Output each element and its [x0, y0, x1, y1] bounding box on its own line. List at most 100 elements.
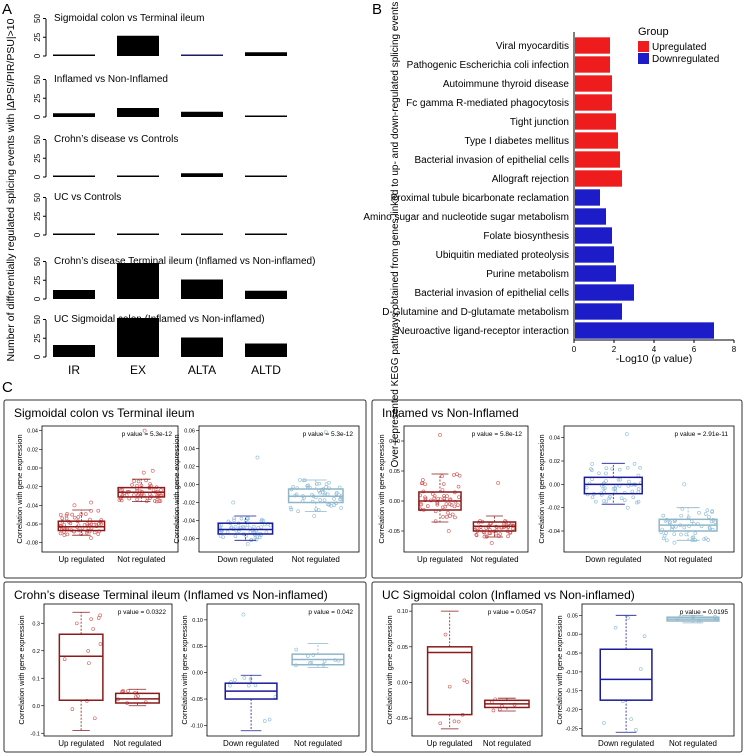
data-point — [441, 515, 445, 519]
data-point — [634, 500, 639, 505]
x-tick-label: 0 — [572, 345, 577, 354]
pathway-label: Viral myocarditis — [496, 41, 569, 52]
data-point — [452, 719, 457, 724]
data-point — [607, 496, 611, 501]
data-point — [662, 533, 667, 538]
data-point — [440, 474, 444, 479]
data-point — [96, 508, 101, 513]
y-tick-label: 0 — [33, 232, 42, 237]
panel-c-boxplots: Sigmoidal colon vs Terminal ileum -0.08 -0… — [3, 399, 743, 753]
bar-alta — [181, 111, 223, 117]
data-point — [497, 534, 501, 538]
outlier-point — [72, 503, 77, 508]
outlier-point — [438, 433, 442, 437]
p-value-label: p value = 0.0322 — [118, 609, 167, 616]
y-tick-label: 50 — [33, 75, 42, 84]
y-tick-label: 0.00 — [549, 482, 560, 488]
group-label: Not regulated — [294, 739, 342, 748]
y-tick-label: -0.04 — [25, 503, 38, 509]
pathway-label: Amino sugar and nucleotide sugar metabol… — [363, 212, 569, 223]
y-axis-title: Correlation with gene expression — [180, 615, 189, 724]
data-point — [98, 642, 103, 646]
bar-ir — [53, 54, 95, 56]
group-label: Up regulated — [59, 555, 105, 564]
data-point — [64, 513, 69, 518]
box — [583, 476, 643, 495]
y-tick-label: 0.00 — [192, 671, 203, 677]
data-point — [339, 506, 343, 510]
data-point — [338, 497, 342, 502]
data-point — [703, 512, 708, 516]
comparison-title: Sigmoidal colon vs Terminal ileum — [14, 406, 195, 420]
data-point — [324, 482, 329, 486]
plot-area — [411, 603, 543, 737]
pathway-label: Type I diabetes mellitus — [465, 136, 570, 147]
y-tick-label: 0.00 — [27, 466, 38, 472]
data-point — [121, 688, 125, 693]
pathway-bar — [575, 265, 616, 282]
y-tick-label: 0.04 — [549, 436, 560, 442]
data-point — [446, 510, 450, 515]
pathway-bar — [575, 246, 614, 263]
data-point — [616, 477, 621, 482]
data-point — [151, 488, 156, 492]
y-axis-title: Number of differentially regulated splic… — [5, 18, 17, 361]
legend-swatch — [638, 41, 649, 52]
outlier-point — [496, 481, 501, 485]
y-tick-label: 0.00 — [567, 632, 578, 638]
pathway-label: Autoimmune thyroid disease — [443, 79, 570, 90]
data-point — [610, 466, 615, 471]
p-value-label: p value = 0.0547 — [488, 609, 537, 616]
data-point — [453, 515, 457, 520]
data-point — [443, 504, 447, 509]
data-point — [298, 478, 302, 482]
panel-label-b: B — [372, 1, 382, 18]
data-point — [233, 534, 238, 539]
data-point — [627, 479, 631, 484]
bar-ir — [53, 113, 95, 117]
data-point — [672, 532, 677, 536]
data-point — [491, 708, 496, 713]
data-point — [684, 532, 689, 537]
data-point — [421, 478, 425, 482]
pathway-label: Bacterial invasion of epithelial cells — [414, 288, 569, 299]
group-label: Not regulated — [471, 555, 519, 564]
outlier-point — [624, 432, 629, 437]
p-value-label: p value = 5.3e-12 — [122, 431, 173, 438]
data-point — [450, 512, 455, 517]
y-tick-label: -0.05 — [387, 529, 400, 535]
bar-ex — [117, 108, 159, 117]
data-point — [72, 515, 77, 520]
comparison-title: UC Sigmoidal colon (Inflamed vs Non-infl… — [382, 588, 635, 602]
y-tick-label: 0.10 — [389, 439, 400, 445]
comparison-title: Crohn’s disease Terminal ileum (Inflamed… — [14, 588, 328, 602]
outlier-point — [255, 455, 260, 460]
y-axis-title: Correlation with gene expression — [377, 434, 386, 543]
data-point — [91, 627, 96, 631]
group-label: Not regulated — [483, 739, 531, 748]
legend-entry: Upregulated — [652, 42, 706, 53]
y-tick-label: 0.04 — [27, 429, 38, 435]
pathway-bar — [575, 113, 616, 130]
group-label: Down regulated — [598, 739, 654, 748]
y-axis-title: Over-represented KEGG pathways obtained … — [390, 0, 401, 468]
data-point — [456, 719, 461, 724]
outlier-point — [446, 529, 451, 533]
outlier-point — [142, 428, 147, 433]
bar-altd — [245, 290, 287, 299]
data-point — [590, 495, 595, 500]
bar-ir — [53, 290, 95, 299]
y-tick-label: -0.08 — [25, 541, 38, 547]
data-point — [622, 498, 627, 502]
y-tick-label: -0.05 — [190, 697, 203, 703]
y-tick-label: -0.02 — [547, 506, 560, 512]
x-category-label: IR — [68, 363, 80, 377]
p-value-label: p value = 2.91e-11 — [674, 431, 728, 438]
data-point — [318, 498, 322, 502]
data-point — [320, 490, 325, 495]
y-tick-label: 0 — [33, 53, 42, 58]
data-point — [494, 531, 498, 536]
data-point — [452, 504, 457, 509]
data-point — [589, 468, 594, 473]
